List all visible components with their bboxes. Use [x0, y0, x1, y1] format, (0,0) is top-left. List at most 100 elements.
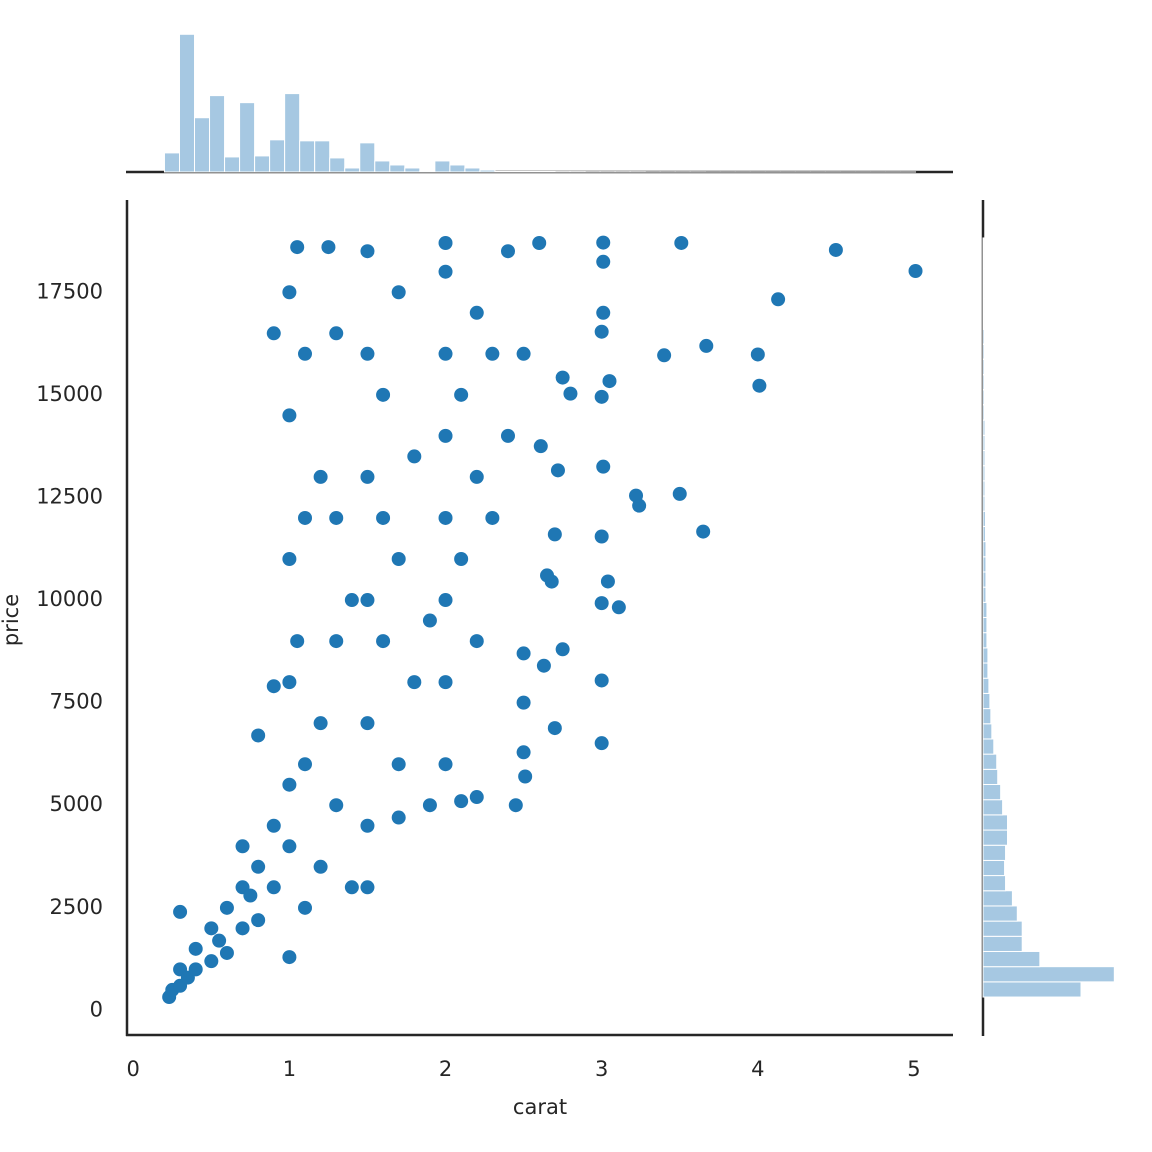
hist-bar [464, 167, 481, 173]
scatter-point [360, 880, 375, 895]
scatter-point [212, 933, 227, 948]
scatter-point [407, 675, 422, 690]
y-tick-label: 10000 [36, 587, 103, 611]
hist-bar [299, 140, 316, 173]
scatter-point [547, 721, 562, 736]
scatter-point [516, 695, 531, 710]
scatter-point [422, 798, 437, 813]
hist-bar [982, 723, 993, 740]
scatter-point [266, 679, 281, 694]
hist-bar [982, 343, 985, 360]
scatter-point [696, 524, 711, 539]
hist-bar [982, 738, 995, 755]
scatter-point [594, 736, 609, 751]
scatter-point [594, 324, 609, 339]
scatter-point [360, 244, 375, 259]
x-tick-label: 1 [283, 1057, 296, 1081]
scatter-point [594, 673, 609, 688]
scatter-point [391, 552, 406, 567]
hist-bar [509, 170, 526, 173]
hist-bar [419, 170, 436, 173]
scatter-point [550, 463, 565, 478]
hist-bar [982, 875, 1007, 892]
scatter-point [500, 428, 515, 443]
scatter-point [376, 634, 391, 649]
hist-bar [494, 170, 511, 173]
scatter-point [329, 326, 344, 341]
hist-bar [982, 662, 989, 679]
scatter-point [469, 790, 484, 805]
scatter-point [251, 859, 266, 874]
scatter-point [360, 346, 375, 361]
scatter-point [188, 941, 203, 956]
scatter-point [329, 634, 344, 649]
scatter-point [204, 954, 219, 969]
scatter-point [438, 428, 453, 443]
hist-bar [982, 556, 987, 573]
hist-bar [194, 117, 211, 173]
y-tick-label: 7500 [50, 690, 103, 714]
scatter-point [611, 600, 626, 615]
scatter-point [360, 593, 375, 608]
scatter-point [750, 347, 765, 362]
scatter-point [290, 634, 305, 649]
scatter-point [298, 900, 313, 915]
x-tick-label: 4 [751, 1057, 764, 1081]
scatter-point [438, 593, 453, 608]
scatter-point [508, 798, 523, 813]
hist-bar [404, 167, 421, 173]
scatter-point [313, 469, 328, 484]
scatter-point [360, 818, 375, 833]
scatter-point [266, 818, 281, 833]
scatter-point [219, 900, 234, 915]
hist-bar [434, 160, 451, 173]
scatter-point [547, 527, 562, 542]
hist-bar [284, 93, 301, 173]
scatter-point [594, 389, 609, 404]
scatter-point [391, 810, 406, 825]
x-tick-label: 5 [907, 1057, 920, 1081]
y-tick-label: 0 [90, 997, 103, 1021]
scatter-point [602, 374, 617, 389]
y-tick-label: 17500 [36, 279, 103, 303]
hist-bar [163, 152, 180, 173]
scatter-point [243, 888, 258, 903]
hist-bar [982, 267, 985, 285]
scatter-point [516, 646, 531, 661]
hist-bar [982, 449, 986, 467]
scatter-point [321, 240, 336, 255]
scatter-point [282, 839, 297, 854]
scatter-point [674, 235, 689, 250]
hist-bar [982, 768, 999, 786]
y-tick-label: 15000 [36, 382, 103, 406]
scatter-point [329, 798, 344, 813]
scatter-point [596, 235, 611, 250]
hist-bar [269, 139, 286, 173]
hist-bar [982, 419, 986, 436]
scatter-point [422, 613, 437, 628]
hist-bar [314, 140, 331, 173]
scatter-point [469, 305, 484, 320]
hist-bar [982, 616, 988, 634]
scatter-point [454, 552, 469, 567]
scatter-point [313, 859, 328, 874]
hist-bar [982, 495, 986, 512]
scatter-point [376, 387, 391, 402]
scatter-point [555, 370, 570, 385]
hist-bar [982, 328, 985, 345]
hist-bar [982, 920, 1023, 937]
scatter-point [629, 488, 644, 503]
hist-bar [389, 164, 406, 173]
hist-bar [982, 890, 1013, 907]
x-axis-label: carat [513, 1095, 567, 1119]
scatter-point [407, 449, 422, 464]
scatter-point [469, 634, 484, 649]
hist-bar [982, 358, 985, 376]
scatter-point [235, 921, 250, 936]
scatter-point [699, 338, 714, 353]
scatter-point [360, 716, 375, 731]
scatter-point [298, 757, 313, 772]
scatter-point [518, 769, 533, 784]
hist-bar [982, 935, 1023, 952]
hist-bar [329, 157, 346, 173]
